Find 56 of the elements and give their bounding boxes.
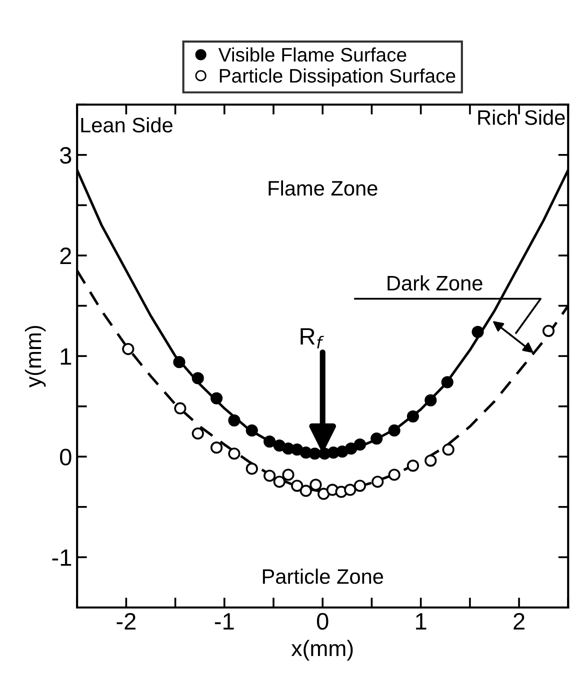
- point: [372, 476, 384, 488]
- point: [354, 438, 366, 451]
- point: [406, 410, 420, 422]
- point: [246, 424, 258, 437]
- point: [472, 326, 484, 338]
- legend-label: Particle Dissipation Surface: [220, 68, 456, 87]
- point: [442, 444, 454, 456]
- point: [388, 424, 400, 437]
- point: [228, 414, 240, 426]
- point: [300, 484, 312, 497]
- x-tick-label: 0: [316, 612, 328, 630]
- point: [388, 468, 400, 481]
- point: [291, 480, 304, 492]
- point: [246, 462, 258, 475]
- point: [345, 442, 358, 455]
- point: [264, 435, 276, 448]
- point: [424, 454, 437, 467]
- annotation: R$_{f}$: [300, 328, 324, 348]
- point: [308, 448, 321, 460]
- x-tick-label: -2: [116, 612, 136, 630]
- point: [210, 442, 223, 454]
- y-tick-label: 3: [60, 146, 72, 164]
- x-axis-title: x(mm): [291, 640, 353, 661]
- x-tick-label: 1: [416, 613, 426, 630]
- point: [406, 460, 420, 472]
- point: [264, 470, 276, 482]
- y-tick-label: 1: [60, 348, 72, 365]
- point: [318, 488, 330, 500]
- point: [173, 356, 186, 368]
- x-tick-label: -1: [214, 613, 234, 630]
- point: [192, 372, 204, 384]
- point: [441, 376, 454, 388]
- legend-label: Visible Flame Surface: [218, 47, 406, 62]
- y-tick-label: 0: [60, 448, 72, 466]
- point: [370, 432, 383, 445]
- point: [273, 476, 286, 488]
- annotation: Flame Zone: [268, 180, 378, 196]
- point: [424, 394, 437, 406]
- y-tick-label: 2: [60, 248, 72, 264]
- annotation: Rich Side: [478, 110, 565, 125]
- point: [282, 468, 294, 481]
- x-tick-label: 2: [514, 612, 524, 630]
- annotation: Particle Zone: [262, 568, 384, 584]
- y-tick-label: -1: [52, 550, 72, 566]
- point: [542, 324, 555, 337]
- point: [122, 342, 134, 356]
- point: [210, 392, 223, 404]
- point: [192, 427, 204, 440]
- annotation: Dark Zone: [388, 275, 482, 291]
- point: [344, 484, 356, 496]
- point: [354, 480, 366, 492]
- point: [174, 402, 186, 414]
- point: [310, 478, 322, 491]
- annotation: Lean Side: [81, 117, 172, 132]
- point: [228, 448, 240, 460]
- y-axis-title: y(mm): [24, 326, 46, 388]
